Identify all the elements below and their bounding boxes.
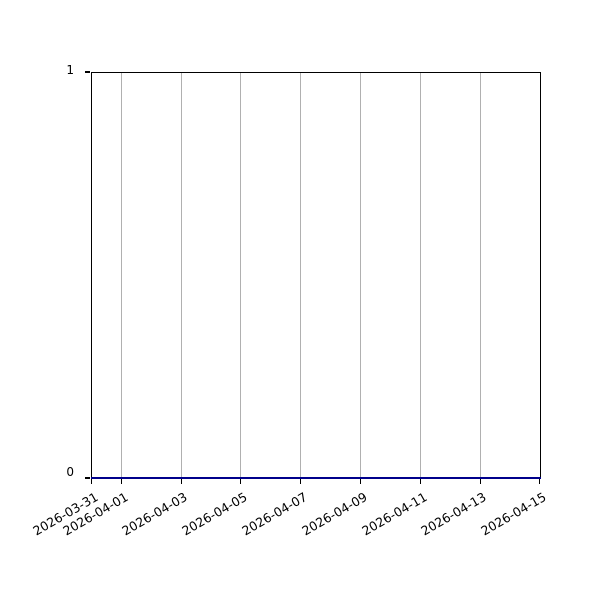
- gridline: [240, 73, 242, 478]
- x-tick-label: 2026-04-03: [119, 489, 191, 539]
- y-tick-label-1: 1: [66, 62, 74, 77]
- x-tick: [300, 479, 302, 485]
- gridline: [180, 73, 182, 478]
- x-tick-label: 2026-04-05: [179, 489, 250, 539]
- x-tick: [180, 479, 182, 485]
- data-line-series-0: [91, 476, 541, 479]
- gridline: [300, 73, 302, 478]
- gridline: [120, 73, 122, 478]
- x-tick: [120, 479, 122, 485]
- x-tick: [479, 479, 481, 485]
- x-tick-label: 2026-04-13: [418, 489, 490, 539]
- x-tick: [359, 479, 361, 485]
- x-tick-label: 2026-04-11: [358, 489, 430, 539]
- plot-area: [91, 72, 541, 480]
- gridline: [479, 73, 481, 478]
- x-tick: [419, 479, 421, 485]
- gridline: [359, 73, 361, 478]
- gridline: [419, 73, 421, 478]
- x-tick: [90, 479, 92, 485]
- y-tick: [84, 71, 90, 73]
- y-tick-label-0: 0: [66, 465, 74, 479]
- x-tick-label: 2026-04-07: [239, 489, 310, 539]
- x-tick-label: 2026-04-09: [299, 489, 370, 539]
- x-tick-label: 2026-04-15: [478, 489, 549, 539]
- y-tick: [84, 477, 90, 479]
- x-tick: [240, 479, 242, 485]
- x-tick: [539, 479, 541, 485]
